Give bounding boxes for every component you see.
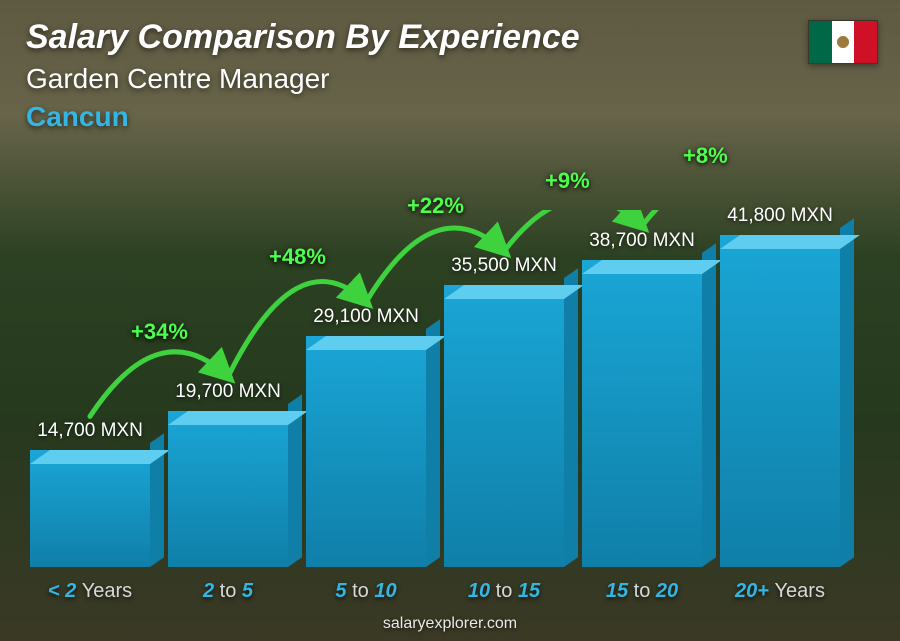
bar-chart: 14,700 MXN 19,700 MXN 29,100 MXN 35,500 MXN…: [30, 210, 840, 567]
bar-1: 19,700 MXN: [168, 381, 288, 567]
bar-shape: [444, 285, 564, 567]
chart-subtitle: Garden Centre Manager: [26, 63, 580, 95]
bar-shape: [582, 260, 702, 567]
x-label-4: 15 to 20: [582, 580, 702, 603]
chart-location: Cancun: [26, 101, 580, 133]
delta-pct-label: +9%: [545, 168, 590, 194]
bar-shape: [306, 336, 426, 567]
bar-shape: [30, 450, 150, 567]
flag-stripe-green: [809, 21, 832, 63]
delta-pct-label: +8%: [683, 143, 728, 169]
bar-value-label: 19,700 MXN: [175, 381, 281, 403]
flag-stripe-white: [832, 21, 855, 63]
footer-credit: salaryexplorer.com: [0, 615, 900, 633]
bar-shape: [168, 411, 288, 567]
bar-value-label: 38,700 MXN: [589, 230, 695, 252]
flag-stripe-red: [854, 21, 877, 63]
bar-5: 41,800 MXN: [720, 205, 840, 567]
x-label-1: 2 to 5: [168, 580, 288, 603]
bar-0: 14,700 MXN: [30, 420, 150, 567]
infographic-stage: Salary Comparison By Experience Garden C…: [0, 0, 900, 641]
title-block: Salary Comparison By Experience Garden C…: [26, 18, 580, 133]
mexico-flag-icon: [808, 20, 878, 64]
bar-value-label: 29,100 MXN: [313, 306, 419, 328]
bar-4: 38,700 MXN: [582, 230, 702, 567]
chart-title: Salary Comparison By Experience: [26, 18, 580, 57]
bar-shape: [720, 235, 840, 567]
x-label-0: < 2 Years: [30, 580, 150, 603]
x-label-2: 5 to 10: [306, 580, 426, 603]
bar-3: 35,500 MXN: [444, 255, 564, 567]
bar-value-label: 35,500 MXN: [451, 255, 557, 277]
bar-2: 29,100 MXN: [306, 306, 426, 567]
bars-container: 14,700 MXN 19,700 MXN 29,100 MXN 35,500 MXN…: [30, 210, 840, 567]
bar-value-label: 14,700 MXN: [37, 420, 143, 442]
x-label-3: 10 to 15: [444, 580, 564, 603]
bar-value-label: 41,800 MXN: [727, 205, 833, 227]
x-label-5: 20+ Years: [720, 580, 840, 603]
x-axis-labels: < 2 Years 2 to 5 5 to 10 10 to 15 15 to 20 20…: [30, 580, 840, 603]
